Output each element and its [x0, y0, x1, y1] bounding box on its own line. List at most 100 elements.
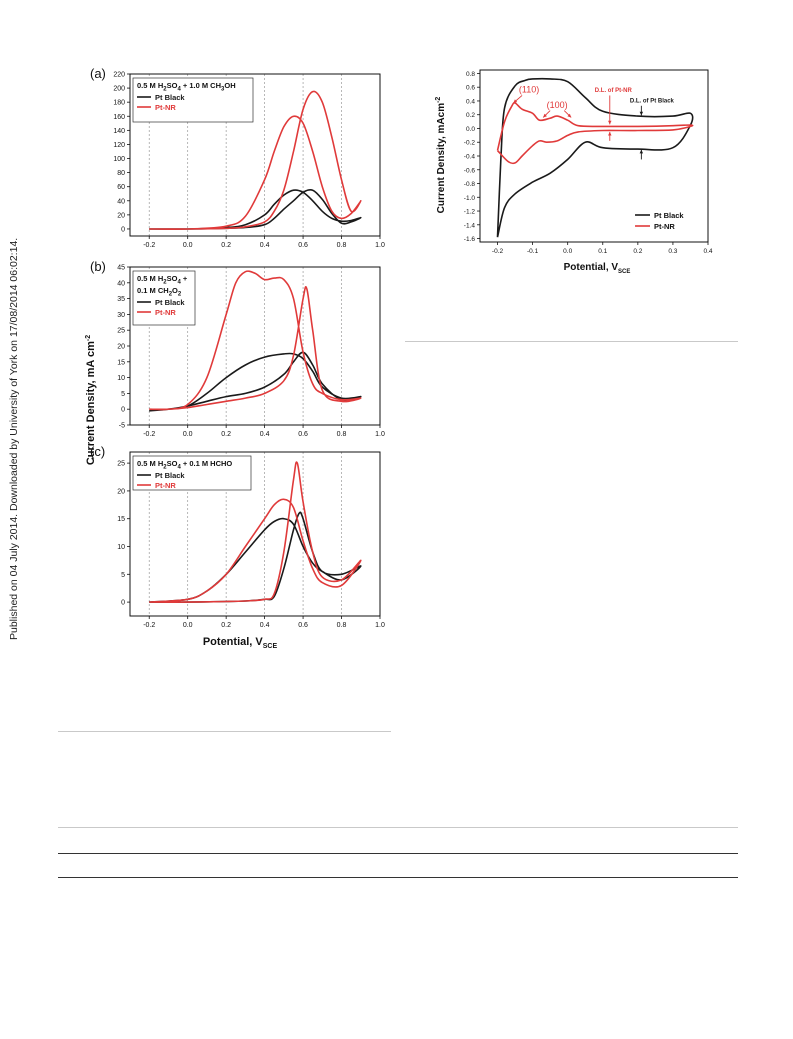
- y-tick-label: 80: [117, 170, 125, 177]
- y-tick-label: -1.4: [464, 222, 476, 229]
- legend-entry: Pt Black: [155, 471, 185, 480]
- right-xlabel: Potential, VSCE: [564, 262, 631, 275]
- x-tick-label: 0.2: [221, 242, 231, 249]
- y-tick-label: 0.6: [466, 85, 475, 92]
- y-tick-label: 15: [117, 359, 125, 366]
- y-tick-label: -5: [119, 423, 125, 430]
- legend-entry: Pt-NR: [155, 481, 176, 490]
- x-tick-label: 0.6: [298, 242, 308, 249]
- annotation-arrowhead: [567, 113, 572, 118]
- x-tick-label: 0.8: [337, 242, 347, 249]
- panel-label: (b): [90, 259, 106, 274]
- y-tick-label: 20: [117, 212, 125, 219]
- annotation-arrowhead: [543, 113, 547, 118]
- legend-title: 0.5 M H2SO4 +: [137, 274, 188, 286]
- y-tick-label: 100: [113, 156, 125, 163]
- y-tick-label: 20: [117, 488, 125, 495]
- series-line-pt-nr: [149, 270, 362, 411]
- annotation-label: (110): [519, 85, 539, 95]
- plot-frame: [129, 451, 381, 617]
- legend-entry: Pt Black: [654, 211, 684, 220]
- y-tick-label: 140: [113, 128, 125, 135]
- y-tick-label: -0.8: [464, 181, 476, 188]
- x-tick-label: 0.6: [298, 622, 308, 629]
- y-tick-label: 35: [117, 296, 125, 303]
- annotation-arrowhead: [639, 149, 644, 154]
- series-line-pt-nr: [149, 461, 362, 603]
- y-tick-label: 20: [117, 344, 125, 351]
- x-tick-label: 0.8: [337, 431, 347, 438]
- annotation-arrowhead: [639, 111, 644, 116]
- y-tick-label: 5: [121, 391, 125, 398]
- chart-panel-b: -0.2 0.0 0.2 0.4 0.6 0.8 1.0 -5 0 5 10 15 20 25 30 35 40…: [90, 259, 385, 438]
- x-tick-label: 0.4: [260, 431, 270, 438]
- legend-entry: Pt Black: [155, 93, 185, 102]
- legend-box: [132, 455, 252, 491]
- x-tick-label: 0.2: [221, 431, 231, 438]
- annotation-label: D.L. of Pt-NR: [595, 88, 633, 94]
- annotation-arrowhead: [513, 99, 518, 104]
- annotation-label: (100): [547, 100, 568, 110]
- x-tick-label: 0.6: [298, 431, 308, 438]
- shared-xlabel: Potential, VSCE: [203, 636, 278, 650]
- x-tick-label: -0.1: [527, 248, 539, 255]
- chart-panel-d: -0.2 -0.1 0.0 0.1 0.2 0.3 0.4 -1.6 -1.4 -1.2 -1.0 -…: [464, 69, 713, 255]
- legend-entry: Pt-NR: [155, 103, 176, 112]
- legend-entry: Pt Black: [155, 298, 185, 307]
- shared-ylabel: Current Density, mA cm-2: [85, 335, 97, 465]
- series-line-pt-black: [149, 511, 362, 603]
- series-line-pt-black: [149, 351, 362, 412]
- legend-entry: Pt-NR: [155, 308, 176, 317]
- y-tick-label: 0.8: [466, 71, 475, 78]
- y-tick-label: 0.0: [466, 126, 475, 133]
- y-tick-label: -0.4: [464, 154, 476, 161]
- figure-right-cv: Current Density, mAcm-2 Potential, VSCE …: [435, 69, 713, 275]
- panel-label: (c): [90, 444, 105, 459]
- x-tick-label: -0.2: [143, 622, 155, 629]
- y-tick-label: 25: [117, 328, 125, 335]
- x-tick-label: 0.2: [633, 248, 642, 255]
- legend-entry: Pt-NR: [654, 222, 675, 231]
- x-tick-label: 0.4: [703, 248, 712, 255]
- x-tick-label: 0.1: [598, 248, 607, 255]
- divider-left-bottom: [58, 731, 391, 732]
- x-tick-label: 1.0: [375, 242, 385, 249]
- x-tick-label: 0.2: [221, 622, 231, 629]
- y-tick-label: 25: [117, 461, 125, 468]
- x-tick-label: 1.0: [375, 431, 385, 438]
- annotation-label: D.L. of Pt Black: [630, 98, 675, 104]
- y-tick-label: 30: [117, 312, 125, 319]
- y-tick-label: 0.2: [466, 112, 475, 119]
- x-tick-label: 1.0: [375, 622, 385, 629]
- x-tick-label: -0.2: [143, 431, 155, 438]
- x-tick-label: -0.2: [492, 248, 504, 255]
- annotation-arrowhead: [608, 131, 612, 136]
- y-tick-label: 200: [113, 86, 125, 93]
- legend-box: [132, 77, 254, 123]
- divider-full-1: [58, 827, 738, 828]
- x-tick-label: 0.0: [183, 622, 193, 629]
- y-tick-label: 15: [117, 516, 125, 523]
- y-tick-label: 180: [113, 100, 125, 107]
- publication-notice: Published on 04 July 2014. Downloaded by…: [8, 238, 20, 640]
- plot-frame: [129, 73, 381, 237]
- y-tick-label: 40: [117, 280, 125, 287]
- right-ylabel: Current Density, mAcm-2: [435, 97, 447, 214]
- legend-box: [132, 270, 196, 326]
- series-line-pt-black: [496, 77, 694, 238]
- divider-full-2: [58, 853, 738, 854]
- y-tick-label: 220: [113, 72, 125, 79]
- panel-label: (a): [90, 66, 106, 81]
- figure-left-stacked: Current Density, mA cm-2 Potential, VSCE…: [85, 66, 385, 650]
- x-tick-label: 0.4: [260, 622, 270, 629]
- chart-panel-c: -0.2 0.0 0.2 0.4 0.6 0.8 1.0 0 5 10 15 20 25 (c) 0.5 M…: [90, 444, 385, 629]
- series-line-pt-black: [149, 188, 362, 230]
- legend-title: 0.5 M H2SO4 + 0.1 M HCHO: [137, 459, 232, 471]
- x-tick-label: 0.0: [183, 431, 193, 438]
- chart-panel-a: -0.2 0.0 0.2 0.4 0.6 0.8 1.0 0 20 40 60 80 100 120 140…: [90, 66, 385, 249]
- y-tick-label: 0: [121, 226, 125, 233]
- y-tick-label: -0.6: [464, 167, 476, 174]
- y-tick-label: 120: [113, 142, 125, 149]
